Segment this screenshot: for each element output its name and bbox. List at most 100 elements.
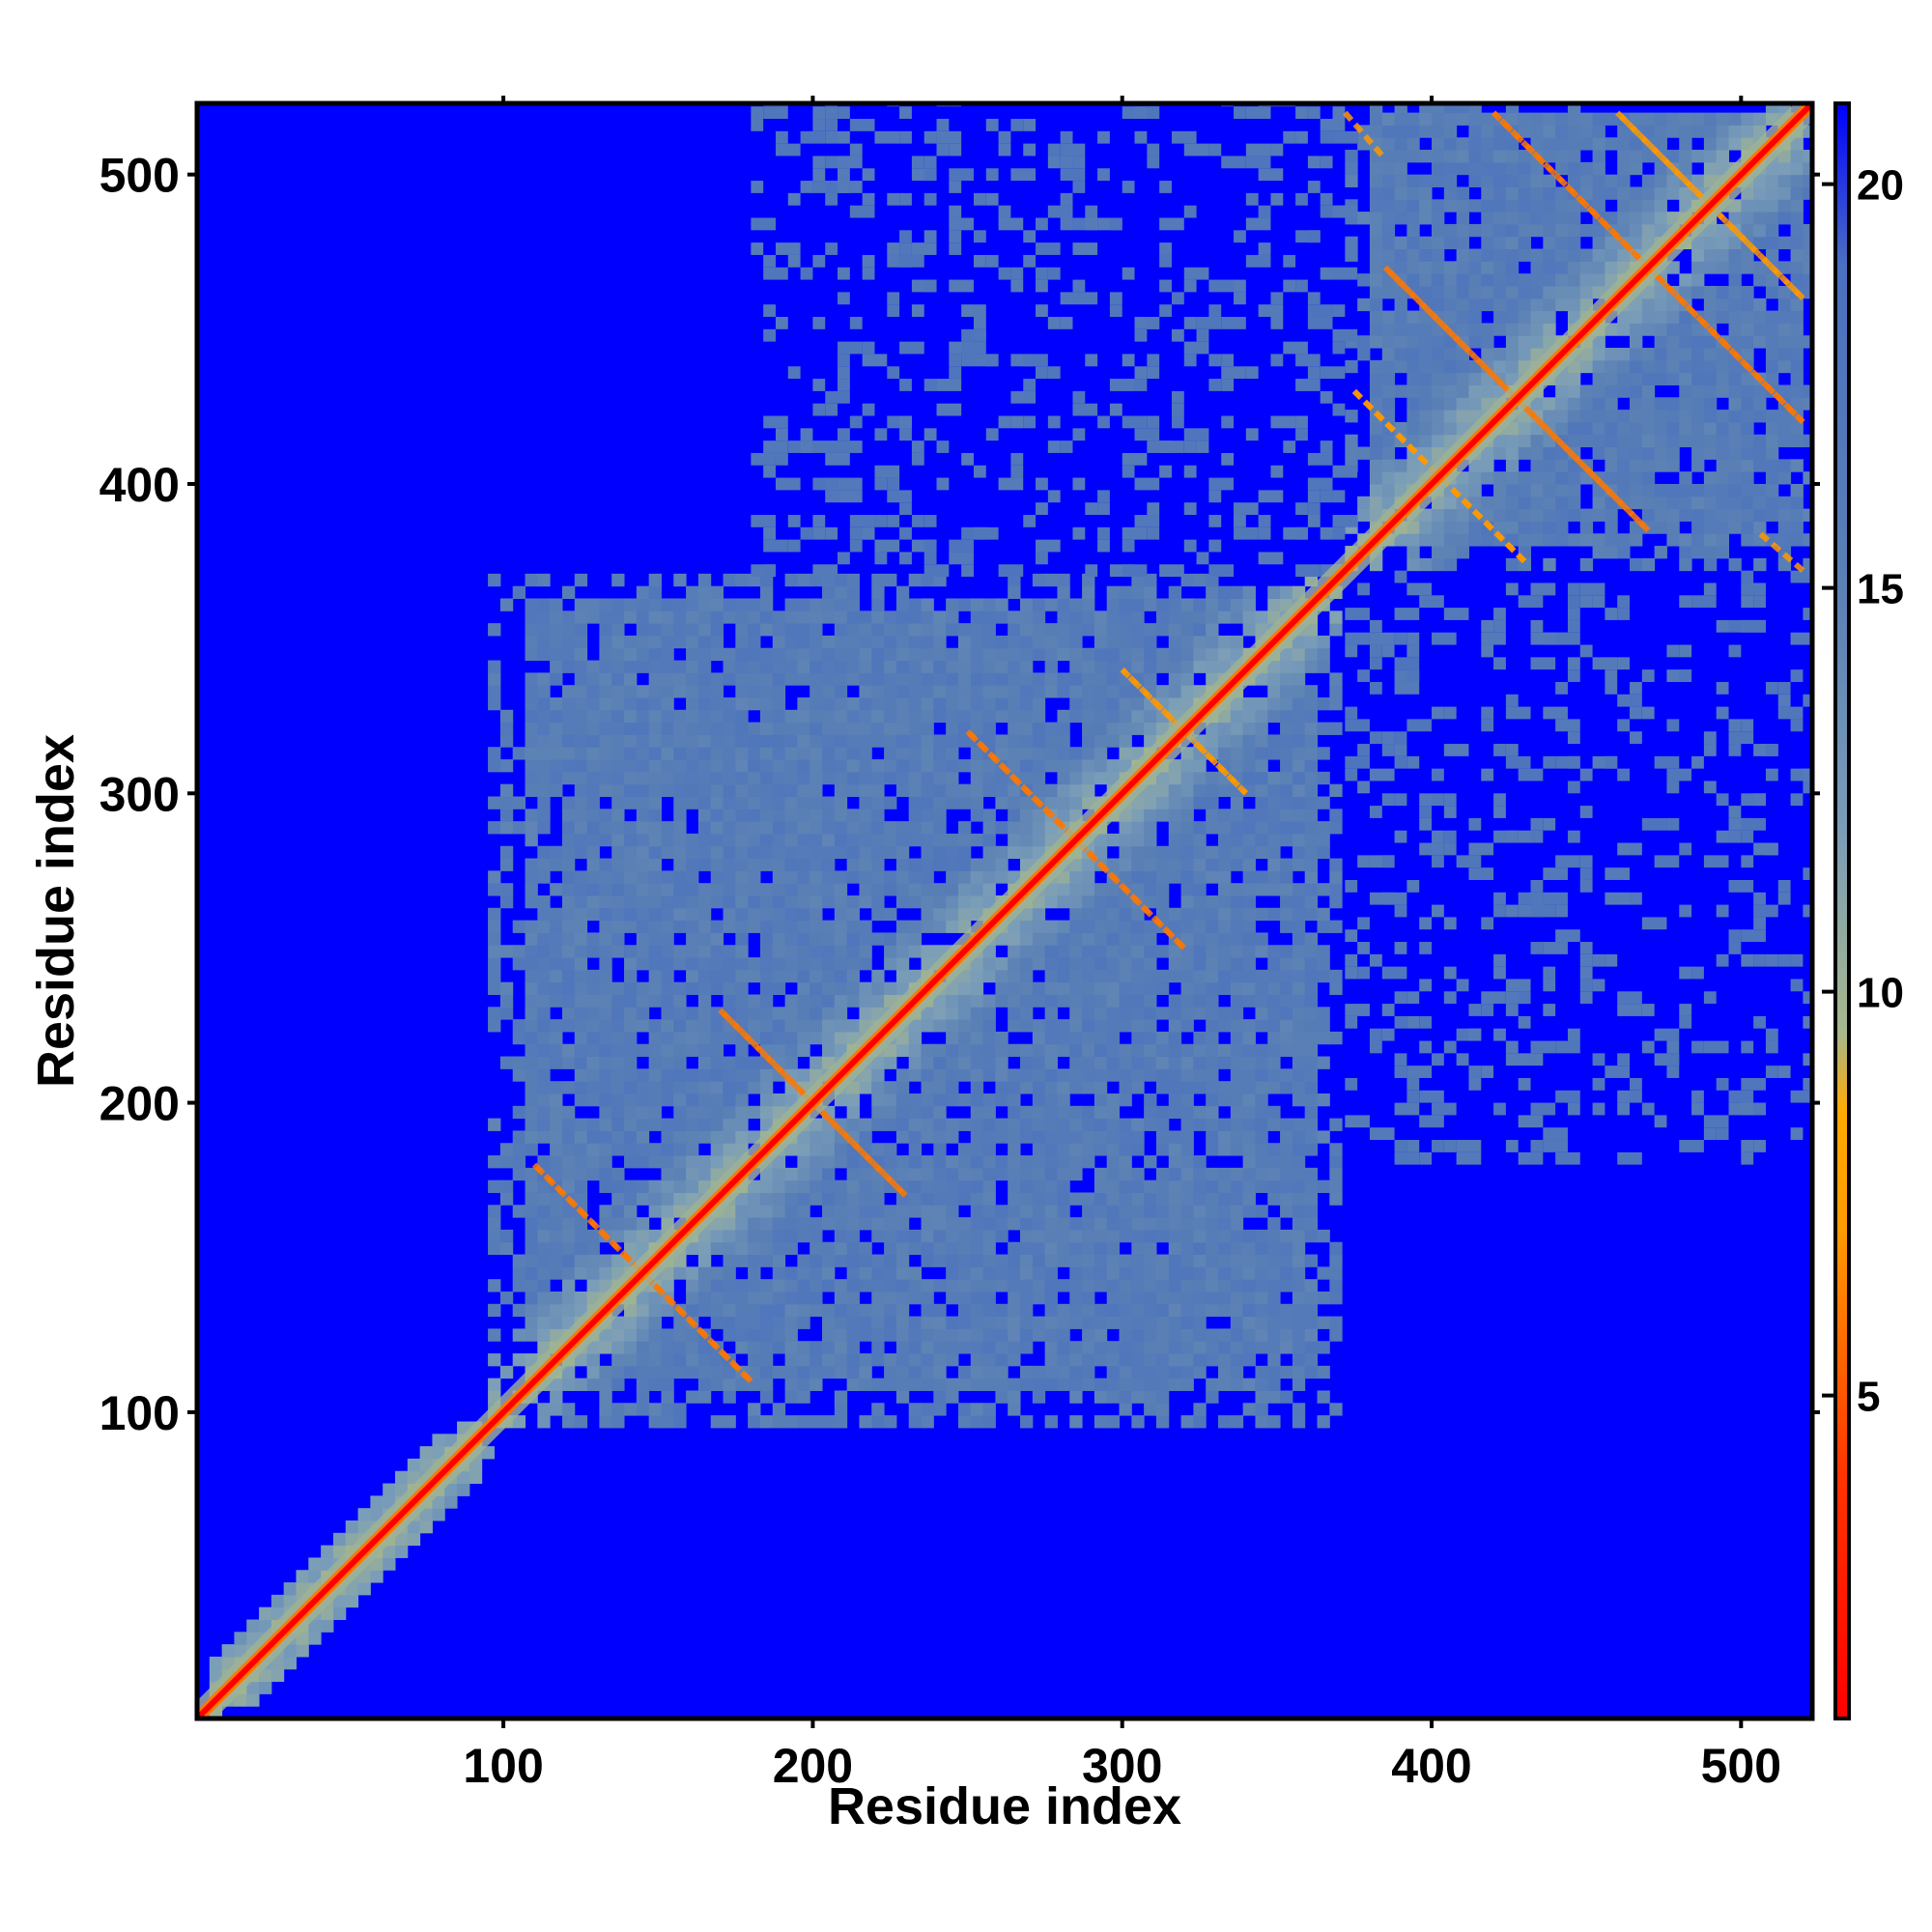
heatmap-cell [686,1043,699,1058]
heatmap-cell [661,1279,674,1293]
heatmap-cell [710,1155,724,1169]
heatmap-cell [1369,459,1383,472]
heatmap-cell [499,1291,514,1305]
heatmap-cell [1218,870,1232,884]
heatmap-cell [710,1241,724,1256]
heatmap-cell [1567,273,1581,287]
heatmap-cell [599,1081,612,1094]
heatmap-cell [1481,397,1494,411]
heatmap-cell [1020,647,1034,662]
heatmap-cell [735,1105,749,1120]
heatmap-cell [846,1303,860,1318]
heatmap-cell [1369,285,1383,299]
heatmap-cell [710,685,724,698]
heatmap-cell [561,1279,576,1293]
heatmap-cell [1654,310,1667,324]
heatmap-cell [759,696,774,711]
heatmap-cell [1206,1205,1219,1218]
heatmap-cell [1044,1241,1058,1256]
heatmap-cell [921,1081,934,1094]
heatmap-cell [946,895,959,909]
heatmap-cell [1242,1341,1256,1354]
heatmap-cell [1468,137,1482,151]
heatmap-cell [1193,685,1207,698]
heatmap-cell [1069,1118,1083,1131]
heatmap-cell [686,647,699,662]
heatmap-cell [970,1303,984,1318]
heatmap-cell [1443,410,1458,423]
heatmap-cell [735,1279,749,1293]
heatmap-cell [759,1007,774,1020]
heatmap-cell [1106,709,1121,724]
heatmap-cell [537,672,551,686]
heatmap-cell [871,1118,885,1131]
heatmap-cell [1069,920,1083,933]
heatmap-cell [759,1118,774,1131]
heatmap-cell [1419,434,1433,448]
heatmap-cell [599,883,612,896]
heatmap-cell [784,1192,798,1206]
heatmap-cell [586,1279,600,1293]
heatmap-cell [1703,348,1718,361]
heatmap-cell [624,709,638,724]
heatmap-cell [1242,1254,1256,1267]
heatmap-cell [1069,945,1083,958]
heatmap-cell [1180,1303,1194,1318]
heatmap-cell [574,747,588,760]
heatmap-cell [1654,434,1667,448]
heatmap-cell [1206,920,1219,933]
heatmap-cell [561,1229,576,1243]
heatmap-cell [624,1130,638,1144]
heatmap-cell [1666,483,1680,497]
heatmap-cell [1230,1068,1244,1082]
heatmap-cell [1057,1118,1070,1131]
heatmap-cell [1280,685,1293,698]
heatmap-cell [1155,796,1170,810]
heatmap-cell [686,598,699,611]
heatmap-cell [1317,833,1330,847]
heatmap-cell [1082,1217,1095,1231]
heatmap-cell [1008,747,1021,760]
heatmap-cell [1057,685,1070,698]
heatmap-cell [1432,174,1445,187]
heatmap-cell [859,647,872,662]
heatmap-cell [1193,1316,1207,1329]
heatmap-cell [859,747,872,760]
heatmap-cell [748,771,761,785]
heatmap-cell [537,1254,551,1267]
heatmap-cell [1255,969,1268,983]
heatmap-cell [1255,1229,1268,1243]
heatmap-cell [970,1192,984,1206]
heatmap-cell [624,1155,638,1169]
heatmap-cell [574,598,588,611]
heatmap-cell [1394,137,1407,151]
heatmap-cell [1369,372,1383,385]
heatmap-cell [624,1179,638,1193]
heatmap-cell [1267,1155,1281,1169]
heatmap-cell [834,1415,848,1429]
heatmap-cell [1008,1316,1021,1329]
heatmap-cell [1044,1229,1058,1243]
heatmap-cell [561,1241,576,1256]
heatmap-cell [1155,1031,1170,1045]
heatmap-cell [1357,212,1371,225]
heatmap-cell [599,833,612,847]
heatmap-cell [710,734,724,748]
heatmap-cell [995,696,1009,711]
heatmap-cell [1255,783,1268,797]
heatmap-cell [1493,310,1507,324]
heatmap-cell [686,1353,699,1367]
heatmap-cell [908,1105,923,1120]
heatmap-cell [686,1130,699,1144]
heatmap-cell [846,647,860,662]
heatmap-cell [1481,137,1494,151]
heatmap-cell [525,1254,538,1267]
heatmap-cell [574,1378,588,1391]
heatmap-cell [1180,858,1194,871]
heatmap-cell [1032,1328,1046,1342]
heatmap-cell [550,1019,563,1033]
heatmap-cell [1218,1279,1232,1293]
heatmap-cell [1567,410,1581,423]
heatmap-cell [1218,895,1232,909]
heatmap-cell [1144,932,1157,946]
